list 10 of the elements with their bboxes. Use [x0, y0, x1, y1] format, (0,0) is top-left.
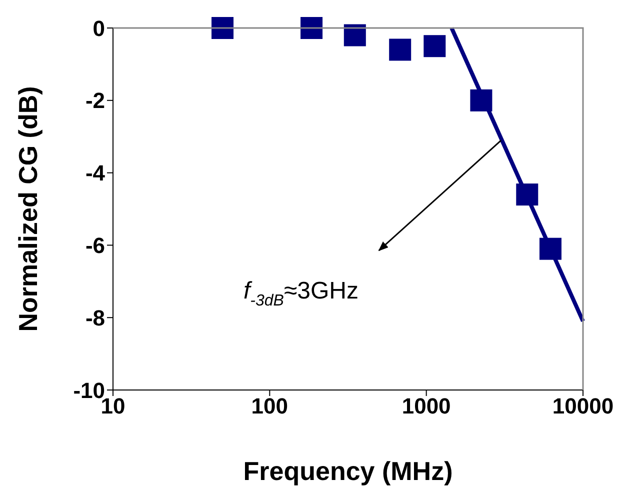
x-tick-label: 1000: [402, 394, 451, 419]
y-tick-label: -2: [85, 88, 105, 114]
x-tick-label: 100: [251, 394, 288, 419]
y-tick-label: -6: [85, 233, 105, 258]
y-axis-title: Normalized CG (dB): [13, 86, 44, 332]
x-axis-title: Frequency (MHz): [243, 456, 453, 486]
x-tick-label: 10000: [552, 394, 614, 419]
y-tick-label: -4: [85, 160, 106, 186]
y-tick-label: -8: [85, 305, 105, 330]
y-tick-label: 0: [92, 16, 105, 41]
